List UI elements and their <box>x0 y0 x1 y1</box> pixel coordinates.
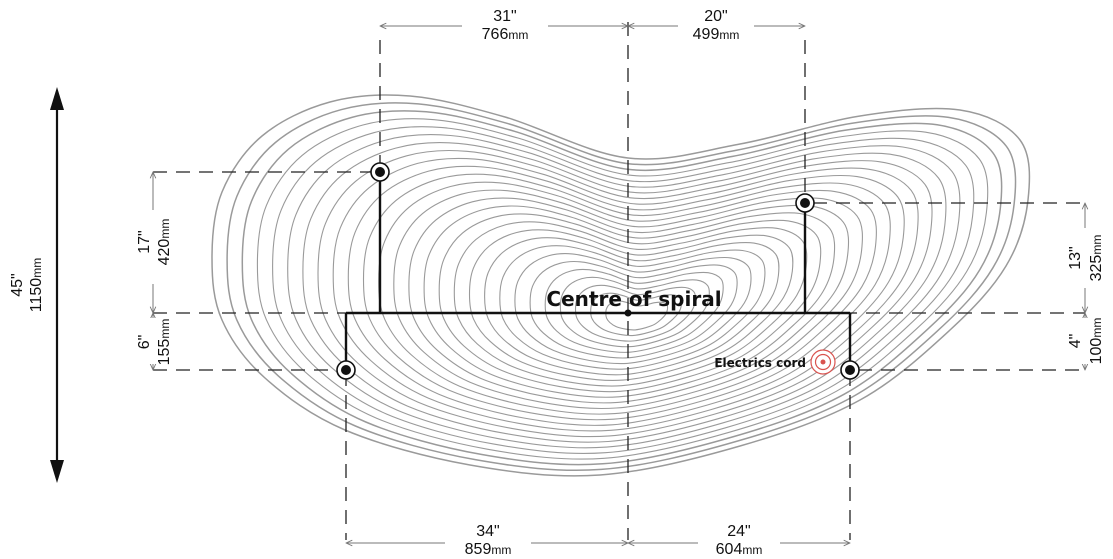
dim-bottom-left-mm: 859mm <box>465 541 512 558</box>
dim-left-upper-inch: 17" <box>136 230 153 253</box>
centre-point-icon <box>624 309 632 317</box>
label-mask <box>1064 228 1110 288</box>
label-mask <box>133 210 175 284</box>
label-mask <box>445 518 531 559</box>
dim-top-right-inch: 20" <box>704 8 727 25</box>
dim-right-lower-mm: 100mm <box>1088 318 1105 365</box>
dim-right-upper-mm: 325mm <box>1088 235 1105 282</box>
spiral-table-outline <box>211 94 1031 477</box>
spiral-ring <box>590 292 683 337</box>
spiral-ring <box>378 181 877 415</box>
dim-right-lower-inch: 4" <box>1067 334 1084 349</box>
label-mask <box>678 4 754 44</box>
spiral-ring <box>256 118 989 460</box>
leg-mount-icon <box>336 360 356 380</box>
spiral-ring <box>362 173 891 421</box>
dim-overall-depth-inch: 45" <box>9 273 26 296</box>
dim-bottom-right-inch: 24" <box>727 523 750 540</box>
spiral-ring <box>226 102 1017 472</box>
leg-mount-icon <box>795 193 815 213</box>
spiral-ring <box>499 245 766 370</box>
spiral-ring <box>559 276 710 348</box>
dim-left-lower-mm: 155mm <box>156 319 173 366</box>
label-mask <box>462 4 548 44</box>
spiral-ring <box>438 213 822 393</box>
spiral-ring <box>317 149 933 438</box>
spiral-ring <box>347 165 905 426</box>
dim-top-left-inch: 31" <box>493 8 516 25</box>
dim-left-upper-mm: 420mm <box>156 219 173 266</box>
spiral-ring <box>484 237 780 376</box>
double-arrow-icon <box>50 87 64 483</box>
dim-left-lower-inch: 6" <box>136 335 153 350</box>
spiral-ring <box>408 197 850 404</box>
dim-bottom-left-inch: 34" <box>476 523 499 540</box>
leg-frame <box>344 172 852 370</box>
electrics-cord-label: Electrics cord <box>714 356 806 370</box>
spiral-ring <box>332 157 919 432</box>
label-mask <box>133 318 175 364</box>
centre-of-spiral-label: Centre of spiral <box>546 287 721 311</box>
spiral-ring <box>468 229 794 381</box>
vertical-guides <box>345 22 851 540</box>
leg-mount-icon <box>840 360 860 380</box>
spiral-ring <box>574 284 696 342</box>
spiral-ring <box>423 205 836 398</box>
spiral-ring <box>453 221 808 387</box>
label-mask <box>1064 318 1110 364</box>
dim-overall-depth-mm: 1150mm <box>28 258 45 312</box>
dim-bottom-right-mm: 604mm <box>716 541 763 558</box>
spiral-ring <box>605 300 669 331</box>
label-mask <box>698 518 780 559</box>
spiral-ring <box>272 126 975 455</box>
spiral-ring <box>287 134 961 449</box>
spiral-ring <box>393 189 863 410</box>
spiral-ring <box>529 260 738 359</box>
dim-top-left-mm: 766mm <box>482 26 529 43</box>
dim-top-right-mm: 499mm <box>693 26 740 43</box>
electrics-cord-icon <box>810 349 836 375</box>
dim-right-upper-inch: 13" <box>1067 246 1084 269</box>
spiral-ring <box>544 268 724 353</box>
spiral-ring <box>211 94 1031 477</box>
spiral-ring <box>241 110 1003 466</box>
spiral-ring <box>302 141 947 443</box>
leg-mount-icon <box>370 162 390 182</box>
spiral-ring <box>514 253 752 365</box>
